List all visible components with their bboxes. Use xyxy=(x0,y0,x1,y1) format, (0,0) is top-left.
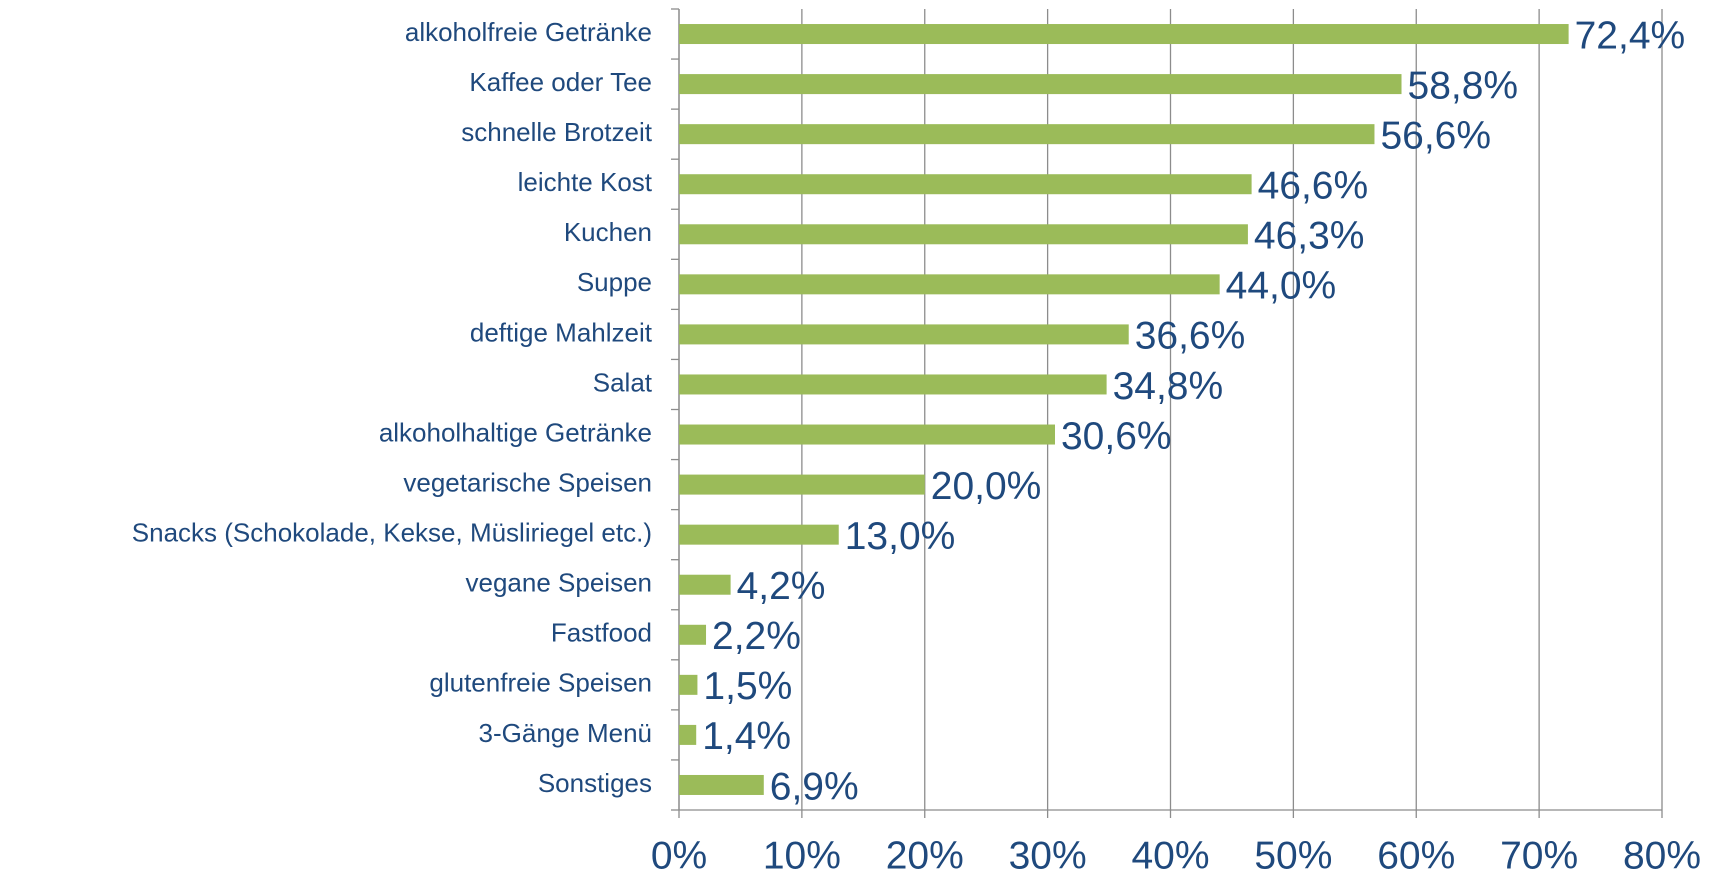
value-label: 20,0% xyxy=(931,465,1042,508)
category-label: alkoholfreie Getränke xyxy=(405,17,652,47)
value-label: 72,4% xyxy=(1575,14,1686,57)
value-label: 56,6% xyxy=(1380,114,1491,157)
value-label: 6,9% xyxy=(770,765,859,808)
bar xyxy=(679,324,1129,345)
bar xyxy=(679,224,1248,245)
category-label: vegetarische Speisen xyxy=(403,467,652,497)
value-label: 44,0% xyxy=(1226,265,1337,308)
bar xyxy=(679,624,707,645)
x-tick-label: 80% xyxy=(1623,834,1701,874)
value-label: 4,2% xyxy=(737,565,826,608)
bar xyxy=(679,574,731,595)
category-label: Suppe xyxy=(577,267,652,297)
x-tick-label: 20% xyxy=(886,834,964,874)
bar xyxy=(679,274,1220,295)
bar xyxy=(679,674,698,695)
value-label: 46,6% xyxy=(1258,165,1369,208)
value-label: 46,3% xyxy=(1254,215,1365,258)
value-label: 30,6% xyxy=(1061,415,1172,458)
bar xyxy=(679,74,1402,95)
category-label: Fastfood xyxy=(551,618,652,648)
x-tick-label: 30% xyxy=(1009,834,1087,874)
bar xyxy=(679,424,1055,445)
value-label: 36,6% xyxy=(1135,315,1246,358)
x-tick-label: 0% xyxy=(651,834,707,874)
bar xyxy=(679,124,1375,145)
value-label: 34,8% xyxy=(1113,365,1224,408)
category-label: alkoholhaltige Getränke xyxy=(379,417,652,447)
bar xyxy=(679,374,1107,395)
value-label: 1,5% xyxy=(703,665,792,708)
value-label: 13,0% xyxy=(845,515,956,558)
x-tick-label: 50% xyxy=(1254,834,1332,874)
bar xyxy=(679,174,1252,195)
category-label: Snacks (Schokolade, Kekse, Müsliriegel e… xyxy=(132,518,652,548)
value-label: 1,4% xyxy=(702,715,791,758)
x-tick-label: 10% xyxy=(763,834,841,874)
bar xyxy=(679,774,764,795)
bar xyxy=(679,24,1569,45)
category-label: 3-Gänge Menü xyxy=(479,718,652,748)
category-label: deftige Mahlzeit xyxy=(470,317,653,347)
category-label: leichte Kost xyxy=(518,167,653,197)
category-label: vegane Speisen xyxy=(466,568,652,598)
x-tick-label: 70% xyxy=(1500,834,1578,874)
category-label: Kaffee oder Tee xyxy=(469,67,652,97)
value-label: 58,8% xyxy=(1408,64,1519,107)
category-label: glutenfreie Speisen xyxy=(429,668,652,698)
category-label: Sonstiges xyxy=(538,768,652,798)
bar xyxy=(679,724,697,745)
bar xyxy=(679,524,839,545)
category-label: Kuchen xyxy=(564,217,652,247)
category-label: Salat xyxy=(593,367,653,397)
value-label: 2,2% xyxy=(712,615,801,658)
category-label: schnelle Brotzeit xyxy=(461,117,653,147)
bar xyxy=(679,474,925,495)
x-tick-label: 60% xyxy=(1377,834,1455,874)
x-tick-label: 40% xyxy=(1131,834,1209,874)
